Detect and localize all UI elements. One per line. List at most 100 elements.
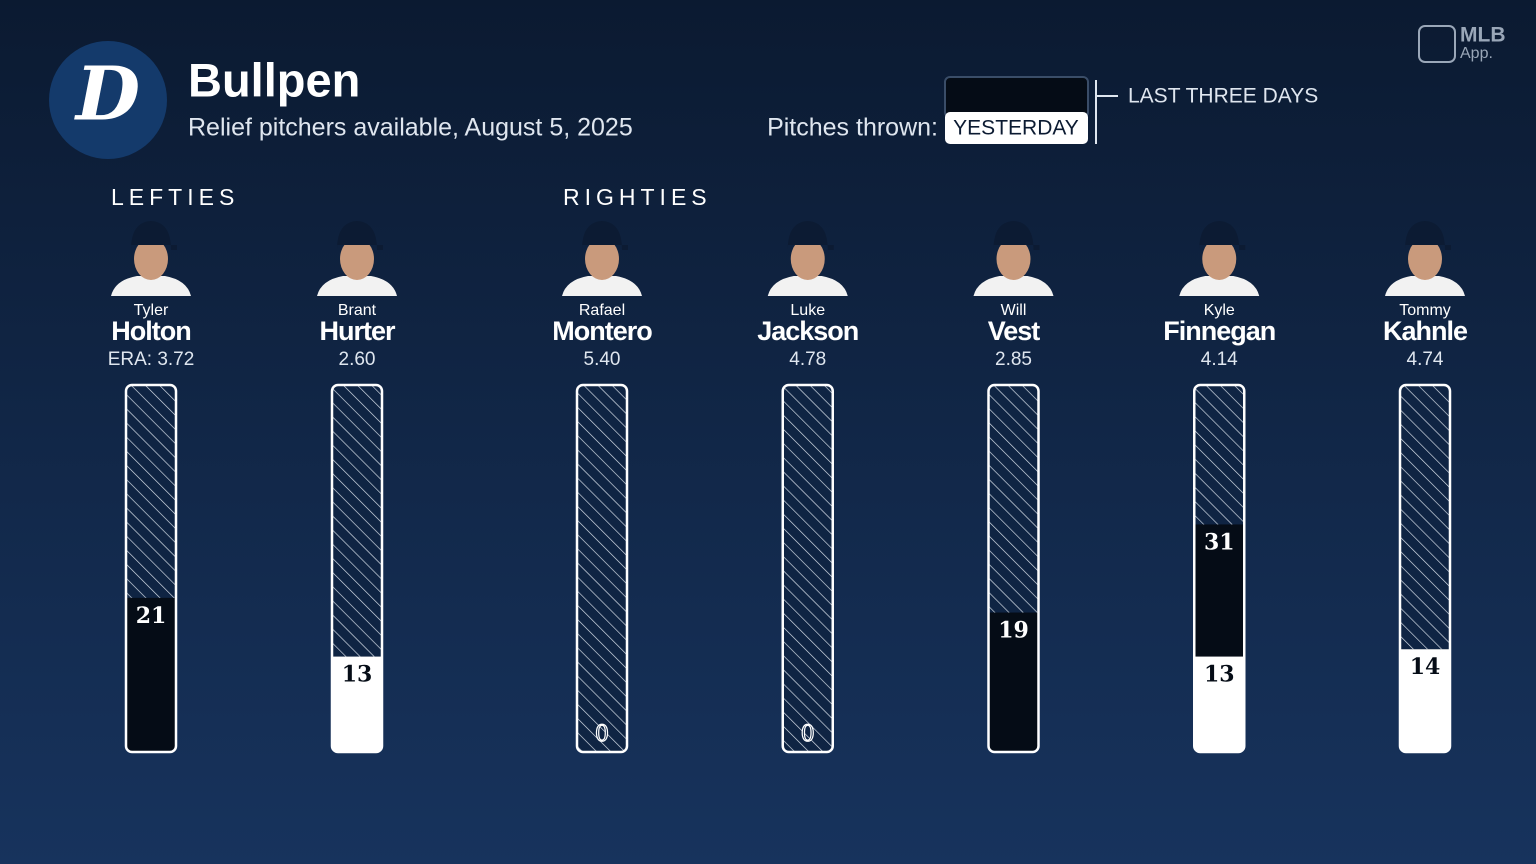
first-name: Brant [338,302,377,319]
face [1202,238,1237,280]
cap [131,221,177,250]
last-name: Vest [988,316,1041,346]
bar-outline [987,383,1040,754]
headshot [317,221,397,296]
era-value: 5.40 [584,349,621,370]
face [585,238,619,280]
era-value: 4.78 [789,349,826,370]
bar-yesterday [1400,649,1450,752]
cap [1405,221,1451,250]
cap [1199,221,1246,250]
value-label: 0 [595,722,609,747]
era: 4.74 [1407,349,1444,370]
bar-three-days [126,597,176,752]
era: 2.85 [995,349,1032,370]
brand-logo [1418,25,1456,63]
bar-outline [1193,383,1246,754]
bar-yesterday [332,656,382,752]
value-label: 14 [1410,654,1441,680]
face [1408,238,1442,280]
era-label: ERA: [108,349,152,370]
group-label: LEFTIES [111,184,239,210]
bar-group [1194,385,1245,752]
bar-group [782,385,833,752]
bar-three-days [988,612,1039,752]
cap [787,221,834,250]
era: 2.60 [339,349,376,370]
jersey [767,276,848,296]
bar-outline [1398,383,1452,754]
value-label: 31 [1204,529,1235,555]
value-label: 13 [1204,662,1235,688]
era: 4.14 [1201,349,1238,370]
jersey [1385,276,1465,296]
value-label: 0 [801,722,815,747]
headshot [562,221,642,296]
face [996,238,1031,280]
jersey [1179,276,1260,296]
last-name: Hurter [319,316,396,346]
era-value: 4.74 [1407,349,1444,370]
face [134,238,168,280]
toggle-label: Pitches thrown: [767,114,938,142]
cap [582,221,628,250]
era: 5.40 [584,349,621,370]
face [340,238,374,280]
team-logo [49,41,167,159]
legend-label: YESTERDAY [953,117,1079,140]
last-name: Finnegan [1163,316,1275,346]
bar-group [126,385,176,752]
team-logo-letter: D [74,52,140,138]
cap [993,221,1040,250]
headshot [973,221,1054,296]
jersey [973,276,1054,296]
era-value: 3.72 [157,349,194,370]
last-name: Holton [111,316,190,346]
toggle-tab[interactable] [945,112,1088,144]
bar-capacity [782,385,833,752]
title: Bullpen [188,53,360,106]
headshot [111,221,191,296]
bar-group [577,385,627,752]
last-name: Montero [552,316,652,346]
first-name: Luke [790,302,825,319]
subtitle: Relief pitchers available, August 5, 202… [188,114,633,142]
headshot [767,221,848,296]
bar-yesterday [1194,656,1245,752]
bar-capacity [577,385,627,752]
legend: LAST THREE DAYS YESTERDAY [944,76,1318,144]
jersey [562,276,642,296]
value-label: 21 [136,603,167,629]
era-value: 2.85 [995,349,1032,370]
value-label: 13 [342,662,373,688]
era-value: 4.14 [1201,349,1238,370]
era: 4.78 [789,349,826,370]
first-name: Will [1001,302,1027,319]
bar-outline [124,383,178,754]
last-name: Jackson [757,316,858,346]
jersey [317,276,397,296]
era: ERA: 3.72 [108,349,195,370]
cap [337,221,383,250]
headshot [1385,221,1465,296]
bar-outline [330,383,384,754]
bar-outline [575,383,629,754]
face [790,238,825,280]
first-name: Kyle [1204,302,1235,319]
jersey [111,276,191,296]
brand-name: MLB [1460,24,1506,47]
first-name: Tyler [134,302,169,319]
last-name: Kahnle [1383,316,1468,346]
era-value: 2.60 [339,349,376,370]
toggle-tab[interactable] [944,76,1089,118]
first-name: Tommy [1399,302,1451,319]
brand-sub: App. [1460,45,1493,62]
first-name: Rafael [579,302,625,319]
headshot [1179,221,1260,296]
bar-group [1400,385,1450,752]
bar-group [332,385,382,752]
legend-label: LAST THREE DAYS [1128,85,1318,108]
